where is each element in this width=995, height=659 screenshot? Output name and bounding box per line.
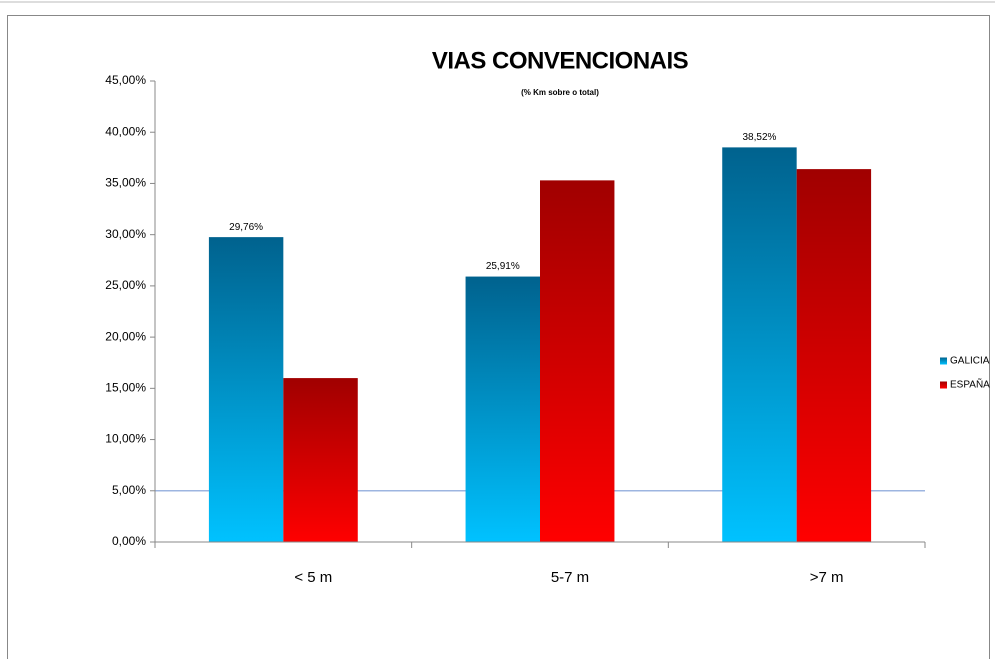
legend-label: GALICIA: [950, 356, 990, 367]
y-tick-label: 10,00%: [105, 432, 146, 446]
x-tick-label: >7 m: [810, 569, 844, 586]
legend-swatch: [940, 357, 947, 365]
x-tick-label: 5-7 m: [551, 569, 589, 586]
y-tick-label: 0,00%: [112, 534, 146, 548]
bar: [208, 237, 284, 542]
y-tick-label: 5,00%: [112, 483, 146, 497]
value-label: 25,91%: [486, 261, 520, 272]
y-tick-label: 40,00%: [105, 124, 146, 138]
bar: [796, 169, 872, 542]
legend-swatch: [940, 381, 947, 389]
chart-frame: [7, 15, 990, 659]
legend-label: ESPAÑA: [950, 378, 990, 391]
y-tick-label: 30,00%: [105, 227, 146, 241]
x-tick-label: < 5 m: [294, 569, 332, 586]
bar: [465, 276, 540, 542]
y-tick-label: 25,00%: [105, 278, 146, 292]
bar: [722, 147, 797, 542]
bar: [283, 378, 358, 542]
value-label: 29,76%: [229, 222, 263, 233]
chart-subtitle: (% Km sobre o total): [521, 88, 599, 97]
y-tick-label: 20,00%: [105, 329, 146, 343]
bar: [540, 180, 615, 543]
y-tick-label: 45,00%: [105, 73, 146, 87]
chart-title: VIAS CONVENCIONAIS: [432, 47, 689, 74]
y-tick-label: 35,00%: [105, 176, 146, 190]
value-label: 38,52%: [742, 132, 776, 143]
y-tick-label: 15,00%: [105, 381, 146, 395]
